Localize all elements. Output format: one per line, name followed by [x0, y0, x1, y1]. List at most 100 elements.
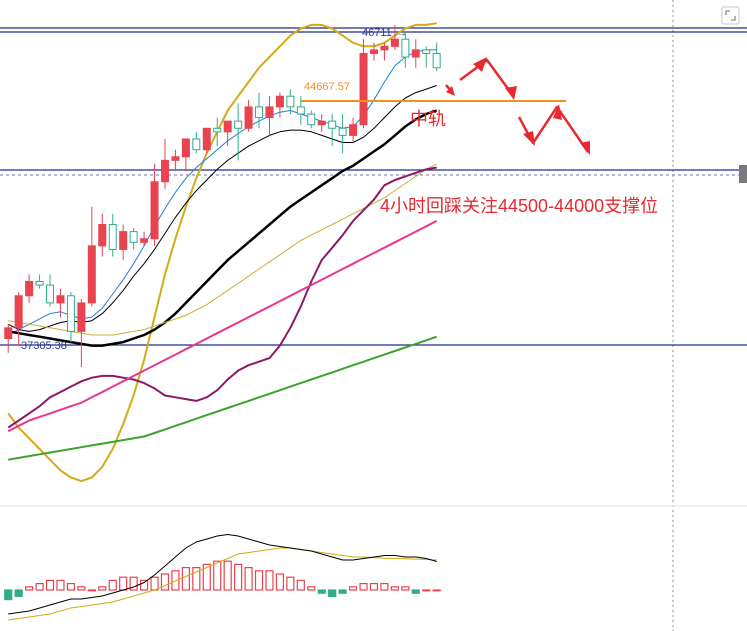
- candle: [307, 113, 316, 126]
- line-ma_pink: [7, 220, 438, 433]
- candle: [422, 49, 431, 54]
- mid-price-label: 44667.57: [304, 81, 350, 93]
- macd-bar: [108, 579, 117, 591]
- macd-bar: [77, 586, 86, 591]
- candle: [119, 231, 128, 250]
- macd-bar: [202, 563, 211, 591]
- candle: [338, 127, 347, 136]
- candle: [129, 231, 138, 243]
- macd-bar: [171, 570, 180, 591]
- candle: [275, 95, 284, 108]
- candle: [171, 156, 180, 161]
- candle: [369, 49, 378, 54]
- macd-bar: [35, 582, 44, 591]
- macd-bar: [296, 579, 305, 591]
- candle: [234, 120, 243, 129]
- macd-dif-line: [8, 533, 437, 615]
- candle: [202, 127, 211, 151]
- price-scale-handle[interactable]: [739, 165, 747, 183]
- macd-bar: [25, 586, 34, 591]
- macd-bar: [254, 570, 264, 591]
- macd-bar: [390, 586, 399, 591]
- macd-bar: [265, 570, 274, 591]
- candles: [4, 24, 441, 368]
- support-annotation: 4小时回踩关注44500-44000支撑位: [380, 196, 658, 216]
- macd-bar: [150, 576, 159, 591]
- macd-bar: [160, 573, 170, 591]
- candle: [328, 120, 337, 129]
- indicator-lines: [7, 22, 438, 483]
- macd-bar: [45, 579, 55, 591]
- candle: [87, 245, 96, 304]
- line-ma_green: [8, 335, 438, 461]
- candle: [390, 38, 399, 47]
- macd-bar: [411, 589, 420, 594]
- macd-bar: [317, 589, 326, 594]
- candle: [108, 223, 117, 250]
- expand-icon[interactable]: [721, 6, 740, 25]
- macd-bar: [286, 576, 295, 591]
- macd-bar: [139, 579, 149, 591]
- line-ma_black: [7, 109, 438, 347]
- macd-bar: [66, 582, 76, 591]
- macd-bar: [307, 586, 316, 591]
- candle: [98, 223, 107, 247]
- macd-bar: [422, 589, 431, 592]
- macd-bar: [4, 589, 13, 601]
- candle: [56, 295, 65, 304]
- candle: [181, 138, 190, 158]
- macd-bar: [87, 589, 96, 592]
- macd-bar: [401, 586, 410, 591]
- macd-bar: [98, 586, 107, 591]
- macd-bar: [192, 566, 201, 591]
- candle: [380, 45, 389, 51]
- line-ma_blue: [7, 49, 437, 336]
- candle: [46, 284, 55, 304]
- macd-bar: [275, 573, 285, 591]
- forecast-arrows: [445, 57, 590, 155]
- candle: [317, 120, 326, 126]
- macd-bar: [338, 589, 347, 594]
- macd-bar: [380, 582, 389, 591]
- candle: [349, 124, 358, 136]
- macd-bar: [328, 589, 337, 598]
- macd-bar: [56, 579, 65, 591]
- candle: [25, 281, 34, 297]
- candle: [255, 106, 264, 119]
- macd-panel: [4, 533, 441, 621]
- middle-band-annotation: 中轨: [410, 109, 446, 129]
- low-price-label: 37305.38: [21, 340, 67, 352]
- macd-bar: [348, 586, 358, 591]
- line-ma_purple: [7, 166, 437, 429]
- candle: [160, 159, 169, 183]
- high-price-label: 46711: [362, 27, 392, 39]
- macd-bar: [223, 560, 232, 591]
- macd-bar: [244, 566, 253, 591]
- macd-bar: [129, 576, 138, 591]
- macd-bar: [119, 576, 128, 591]
- candle: [286, 95, 295, 108]
- candle: [359, 52, 368, 126]
- candle: [77, 302, 86, 332]
- candle: [411, 49, 420, 58]
- macd-bar: [234, 563, 243, 591]
- candle: [401, 38, 410, 58]
- candle: [296, 106, 305, 115]
- candle: [66, 295, 75, 332]
- macd-bar: [14, 589, 23, 598]
- candle: [140, 238, 149, 243]
- line-bb_upper: [7, 22, 437, 483]
- macd-bar: [181, 566, 190, 591]
- macd-bar: [359, 582, 368, 591]
- macd-dea-line: [8, 547, 437, 621]
- candle: [432, 52, 441, 69]
- candle: [14, 295, 23, 329]
- candle: [213, 127, 222, 133]
- candle: [244, 106, 253, 129]
- candle: [223, 120, 232, 133]
- high-price-arrow: →: [397, 28, 407, 39]
- macd-bar: [369, 582, 379, 591]
- macd-bar: [432, 589, 441, 592]
- candle: [265, 106, 274, 119]
